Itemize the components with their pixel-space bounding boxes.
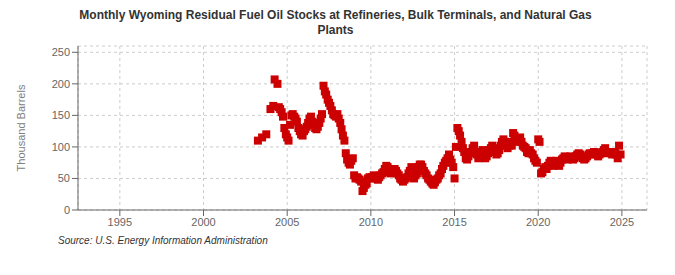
svg-text:2005: 2005 [275, 216, 299, 228]
svg-text:250: 250 [52, 46, 70, 58]
svg-text:200: 200 [52, 78, 70, 90]
svg-text:Thousand Barrels: Thousand Barrels [15, 84, 27, 171]
svg-text:2010: 2010 [359, 216, 383, 228]
html-text:Monthly Wyoming Residual Fuel: Monthly Wyoming Residual Fuel Oil Stocks… [79, 8, 592, 22]
html-text:Plants: Plants [317, 23, 354, 37]
svg-text:2000: 2000 [191, 216, 215, 228]
svg-text:2025: 2025 [610, 216, 634, 228]
svg-text:1995: 1995 [108, 216, 132, 228]
svg-text:0: 0 [64, 204, 70, 216]
svg-text:2020: 2020 [526, 216, 550, 228]
svg-text:2015: 2015 [442, 216, 466, 228]
svg-text:150: 150 [52, 109, 70, 121]
html-text:Source: U.S. Energy Informatio: Source: U.S. Energy Information Administ… [58, 235, 268, 246]
svg-text:100: 100 [52, 141, 70, 153]
svg-text:50: 50 [58, 172, 70, 184]
